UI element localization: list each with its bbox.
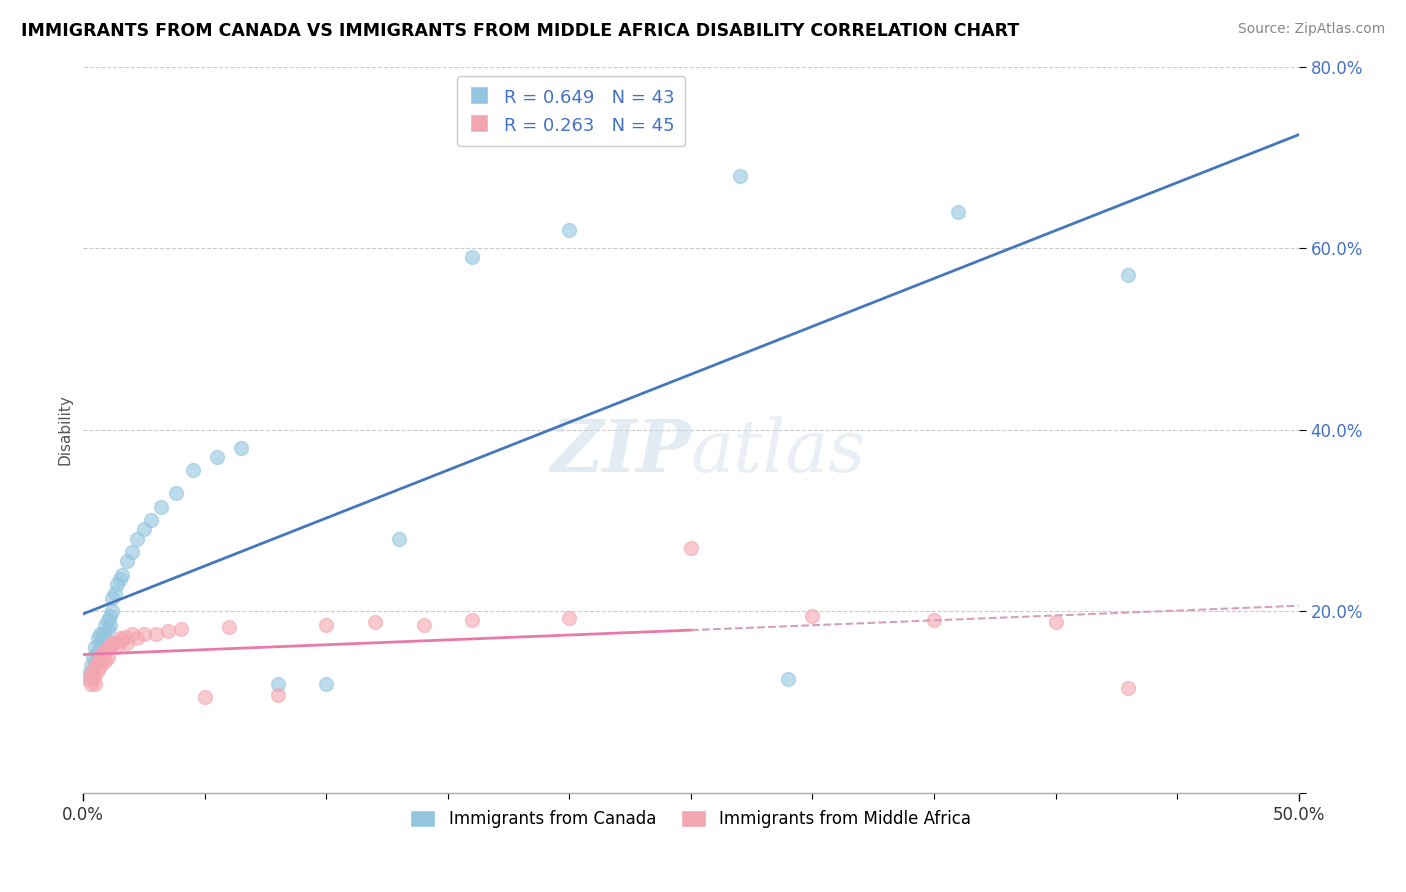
Point bbox=[101, 591, 124, 605]
Point bbox=[84, 640, 107, 655]
Point bbox=[194, 690, 217, 705]
Point bbox=[461, 250, 484, 264]
Point bbox=[364, 615, 387, 629]
Point bbox=[84, 654, 107, 668]
Point bbox=[315, 617, 337, 632]
Point bbox=[77, 667, 100, 681]
Text: Source: ZipAtlas.com: Source: ZipAtlas.com bbox=[1237, 22, 1385, 37]
Point bbox=[89, 636, 111, 650]
Point bbox=[87, 654, 110, 668]
Point bbox=[111, 567, 134, 582]
Point bbox=[157, 624, 180, 639]
Point bbox=[97, 640, 120, 655]
Point bbox=[105, 577, 128, 591]
Point bbox=[922, 613, 945, 627]
Point bbox=[558, 611, 581, 625]
Point bbox=[91, 654, 114, 668]
Point bbox=[1118, 268, 1140, 283]
Point bbox=[679, 541, 702, 555]
Point bbox=[218, 620, 240, 634]
Point bbox=[94, 617, 117, 632]
Text: IMMIGRANTS FROM CANADA VS IMMIGRANTS FROM MIDDLE AFRICA DISABILITY CORRELATION C: IMMIGRANTS FROM CANADA VS IMMIGRANTS FRO… bbox=[21, 22, 1019, 40]
Point bbox=[82, 672, 104, 686]
Point bbox=[231, 441, 253, 455]
Point bbox=[79, 667, 101, 681]
Point bbox=[412, 617, 434, 632]
Point bbox=[84, 658, 107, 673]
Point bbox=[141, 513, 163, 527]
Point bbox=[104, 586, 127, 600]
Point bbox=[77, 672, 100, 686]
Point bbox=[87, 645, 110, 659]
Point bbox=[108, 573, 131, 587]
Point bbox=[87, 663, 110, 677]
Text: ZIP: ZIP bbox=[550, 416, 690, 487]
Point bbox=[169, 622, 191, 636]
Point bbox=[79, 677, 101, 691]
Point bbox=[98, 640, 121, 655]
Point bbox=[948, 204, 970, 219]
Point bbox=[150, 500, 173, 514]
Point bbox=[801, 608, 824, 623]
Point bbox=[267, 688, 290, 702]
Point bbox=[121, 545, 143, 559]
Point bbox=[104, 636, 127, 650]
Point bbox=[91, 627, 114, 641]
Point bbox=[1045, 615, 1067, 629]
Text: atlas: atlas bbox=[690, 417, 866, 487]
Point bbox=[145, 627, 167, 641]
Point bbox=[98, 608, 121, 623]
Point bbox=[94, 645, 117, 659]
Point bbox=[125, 532, 148, 546]
Point bbox=[89, 658, 111, 673]
Point bbox=[778, 672, 800, 686]
Point bbox=[87, 632, 110, 646]
Point bbox=[101, 636, 124, 650]
Point bbox=[108, 632, 131, 646]
Point bbox=[181, 463, 204, 477]
Point bbox=[94, 632, 117, 646]
Point bbox=[111, 633, 134, 648]
Point bbox=[91, 640, 114, 655]
Point bbox=[101, 604, 124, 618]
Point bbox=[728, 169, 751, 183]
Point bbox=[82, 663, 104, 677]
Point bbox=[267, 677, 290, 691]
Point bbox=[94, 654, 117, 668]
Point bbox=[115, 636, 138, 650]
Point bbox=[84, 677, 107, 691]
Point bbox=[79, 658, 101, 673]
Point bbox=[97, 613, 120, 627]
Legend: Immigrants from Canada, Immigrants from Middle Africa: Immigrants from Canada, Immigrants from … bbox=[404, 804, 979, 835]
Point bbox=[125, 632, 148, 646]
Point bbox=[315, 677, 337, 691]
Point bbox=[132, 627, 155, 641]
Point bbox=[98, 617, 121, 632]
Point bbox=[105, 640, 128, 655]
Point bbox=[205, 450, 228, 464]
Point bbox=[97, 622, 120, 636]
Point bbox=[132, 523, 155, 537]
Point bbox=[114, 630, 136, 644]
Point bbox=[91, 645, 114, 659]
Point bbox=[84, 667, 107, 681]
Point bbox=[388, 532, 411, 546]
Point bbox=[165, 486, 187, 500]
Point bbox=[461, 613, 484, 627]
Point bbox=[115, 554, 138, 568]
Point bbox=[1118, 681, 1140, 696]
Point bbox=[82, 663, 104, 677]
Point bbox=[89, 649, 111, 664]
Point bbox=[121, 627, 143, 641]
Point bbox=[82, 649, 104, 664]
Point bbox=[89, 627, 111, 641]
Y-axis label: Disability: Disability bbox=[58, 394, 72, 465]
Point bbox=[97, 649, 120, 664]
Point bbox=[558, 223, 581, 237]
